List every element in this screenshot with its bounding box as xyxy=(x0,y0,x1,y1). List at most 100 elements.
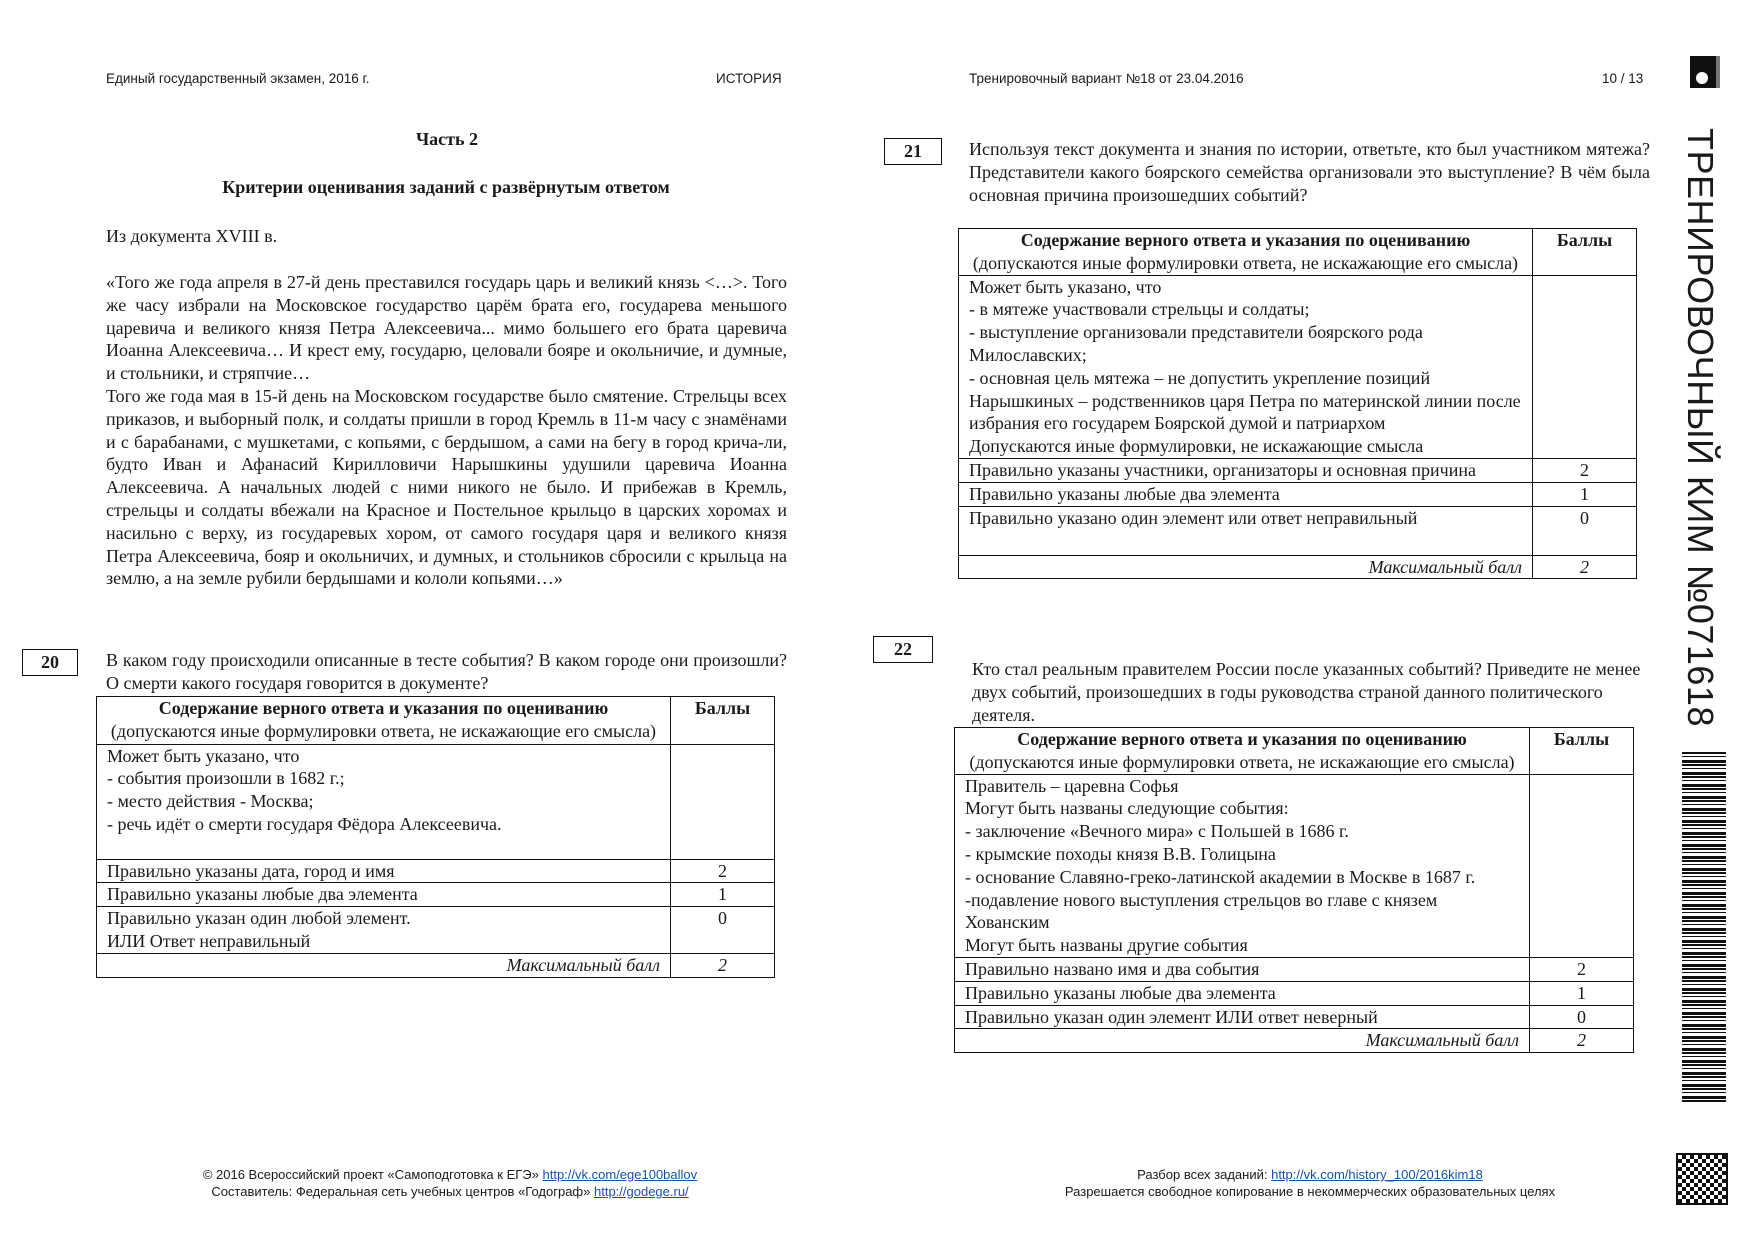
header-title: Содержание верного ответа и указания по … xyxy=(1020,230,1471,250)
task-number-20: 20 xyxy=(22,649,78,676)
criterion-text: Правильно указано один элемент или ответ… xyxy=(958,505,1533,556)
answer-line: - крымские походы князя В.В. Голицына xyxy=(965,843,1276,864)
answer-line: Правитель – царевна Софья xyxy=(965,775,1179,796)
answer-content: Правитель – царевна Софья Могут быть наз… xyxy=(954,773,1530,958)
header-title: Содержание верного ответа и указания по … xyxy=(1017,729,1467,749)
quote-paragraph: Того же года мая в 15-й день на Московск… xyxy=(106,385,787,589)
table-row: Правильно указан один любой элемент. ИЛИ… xyxy=(96,906,775,954)
max-score-value: 2 xyxy=(1532,554,1637,580)
footer-left: © 2016 Всероссийский проект «Самоподгото… xyxy=(140,1166,760,1200)
criterion-points: 1 xyxy=(1529,980,1634,1006)
max-score-value: 2 xyxy=(670,952,775,978)
answer-content: Может быть указано, что - события произо… xyxy=(96,743,671,860)
exam-title: Единый государственный экзамен, 2016 г. xyxy=(106,71,370,86)
criterion-text: Правильно названо имя и два события xyxy=(954,956,1530,982)
table-row: Правильно указано один элемент или ответ… xyxy=(958,505,1637,556)
vertical-kim-title: ТРЕНИРОВОЧНЫЙ КИМ №071618 xyxy=(1678,128,1728,727)
criterion-text: Правильно указан один элемент ИЛИ ответ … xyxy=(954,1004,1530,1030)
vk-ege-link[interactable]: http://vk.com/ege100ballov xyxy=(542,1167,698,1182)
answer-line: - основная цель мятежа – не допустить ук… xyxy=(969,367,1521,434)
table-row: Правильно указан один элемент ИЛИ ответ … xyxy=(954,1004,1634,1030)
criterion-text: Правильно указаны любые два элемента xyxy=(96,882,671,908)
answer-line: - выступление организовали представители… xyxy=(969,322,1423,365)
quote-paragraph: «Того же года апреля в 27-й день престав… xyxy=(106,272,787,384)
answer-line: - заключение «Вечного мира» с Польшей в … xyxy=(965,821,1349,842)
criterion-text: Правильно указаны любые два элемента xyxy=(954,980,1530,1006)
table-row: Правитель – царевна Софья Могут быть наз… xyxy=(954,773,1634,958)
answer-line: - события произошли в 1682 г.; xyxy=(107,768,345,789)
vk-history-link[interactable]: http://vk.com/history_100/2016kim18 xyxy=(1271,1167,1483,1182)
godege-link[interactable]: http://godege.ru/ xyxy=(593,1184,689,1199)
answer-line: -подавление нового выступления стрельцов… xyxy=(965,889,1438,933)
table-row: Правильно указаны любые два элемента 1 xyxy=(96,882,775,908)
table-row: Правильно указаны любые два элемента 1 xyxy=(954,980,1634,1006)
footer-text: Составитель: Федеральная сеть учебных це… xyxy=(211,1184,591,1199)
criteria-table-20: Содержание верного ответа и указания по … xyxy=(96,696,775,978)
table-row: Правильно указаны дата, город и имя 2 xyxy=(96,858,775,884)
header-points: Баллы xyxy=(670,696,775,745)
header-note: (допускаются иные формулировки ответа, н… xyxy=(969,751,1515,772)
task-22-question: Кто стал реальным правителем России посл… xyxy=(972,659,1641,725)
max-score-label: Максимальный балл xyxy=(96,952,671,978)
header-points: Баллы xyxy=(1532,228,1637,276)
answer-line: - в мятеже участвовали стрельцы и солдат… xyxy=(969,299,1310,320)
max-score-row: Максимальный балл 2 xyxy=(954,1028,1634,1054)
footer-copy-note: Разрешается свободное копирование в неко… xyxy=(1064,1184,1556,1199)
table-row: Может быть указано, что - в мятеже участ… xyxy=(958,274,1637,459)
subject-title: ИСТОРИЯ xyxy=(716,71,782,86)
max-score-row: Максимальный балл 2 xyxy=(96,952,775,978)
barcode-icon xyxy=(1682,752,1726,1102)
header-points: Баллы xyxy=(1529,727,1634,775)
footer-right: Разбор всех заданий: http://vk.com/histo… xyxy=(1000,1166,1620,1200)
table-row: Правильно указаны участники, организатор… xyxy=(958,457,1637,483)
footer-text: Разбор всех заданий: xyxy=(1137,1167,1268,1182)
task-20-question: В каком году происходили описанные в тес… xyxy=(106,650,787,693)
logo-icon xyxy=(1690,56,1720,88)
criterion-points: 1 xyxy=(670,882,775,908)
header-title: Содержание верного ответа и указания по … xyxy=(158,698,609,718)
task-number-22: 22 xyxy=(873,636,933,663)
table-row: Правильно указаны любые два элемента 1 xyxy=(958,481,1637,507)
criterion-text: Правильно указаны любые два элемента xyxy=(958,481,1533,507)
table-header-row: Содержание верного ответа и указания по … xyxy=(958,228,1637,276)
table-header-row: Содержание верного ответа и указания по … xyxy=(96,696,775,745)
table-row: Может быть указано, что - события произо… xyxy=(96,743,775,860)
document-source: Из документа XVIII в. xyxy=(106,226,278,246)
criteria-table-22: Содержание верного ответа и указания по … xyxy=(954,727,1634,1054)
footer-text: © 2016 Всероссийский проект «Самоподгото… xyxy=(202,1167,539,1182)
max-score-value: 2 xyxy=(1529,1028,1634,1054)
variant-title: Тренировочный вариант №18 от 23.04.2016 xyxy=(969,71,1244,86)
answer-line: - основание Славяно-греко-латинской акад… xyxy=(965,866,1476,887)
criteria-table-21: Содержание верного ответа и указания по … xyxy=(958,228,1637,580)
answer-line: Могут быть названы другие события xyxy=(965,935,1248,956)
document-quote: «Того же года апреля в 27-й день престав… xyxy=(106,271,787,590)
criterion-points: 2 xyxy=(670,858,775,884)
criterion-points: 2 xyxy=(1529,956,1634,982)
criterion-points: 0 xyxy=(670,906,775,954)
part-title: Часть 2 xyxy=(415,129,479,149)
criterion-points: 1 xyxy=(1532,481,1637,507)
answer-line: - речь идёт о смерти государя Фёдора Але… xyxy=(107,813,502,834)
qr-code-icon xyxy=(1676,1153,1728,1205)
table-row: Правильно названо имя и два события 2 xyxy=(954,956,1634,982)
answer-line: Может быть указано, что xyxy=(969,276,1162,297)
vertical-title-text: ТРЕНИРОВОЧНЫЙ КИМ №071618 xyxy=(1680,128,1721,727)
task-21-question: Используя текст документа и знания по ис… xyxy=(969,139,1650,205)
header-note: (допускаются иные формулировки ответа, н… xyxy=(972,252,1519,273)
answer-line: Может быть указано, что xyxy=(107,745,300,766)
answer-line: - место действия - Москва; xyxy=(107,791,314,812)
criterion-points: 0 xyxy=(1532,505,1637,556)
criterion-points: 2 xyxy=(1532,457,1637,483)
page-number: 10 / 13 xyxy=(1602,71,1644,86)
criterion-text: Правильно указаны участники, организатор… xyxy=(958,457,1533,483)
criteria-title: Критерии оценивания заданий с развёрнуты… xyxy=(222,177,670,197)
max-score-row: Максимальный балл 2 xyxy=(958,554,1637,580)
criterion-points: 0 xyxy=(1529,1004,1634,1030)
max-score-label: Максимальный балл xyxy=(954,1028,1530,1054)
header-note: (допускаются иные формулировки ответа, н… xyxy=(110,720,657,741)
answer-line: Могут быть названы следующие события: xyxy=(965,798,1289,819)
max-score-label: Максимальный балл xyxy=(958,554,1533,580)
answer-line: Допускаются иные формулировки, не искажа… xyxy=(969,436,1424,457)
table-header-row: Содержание верного ответа и указания по … xyxy=(954,727,1634,775)
task-number-21: 21 xyxy=(884,138,942,165)
